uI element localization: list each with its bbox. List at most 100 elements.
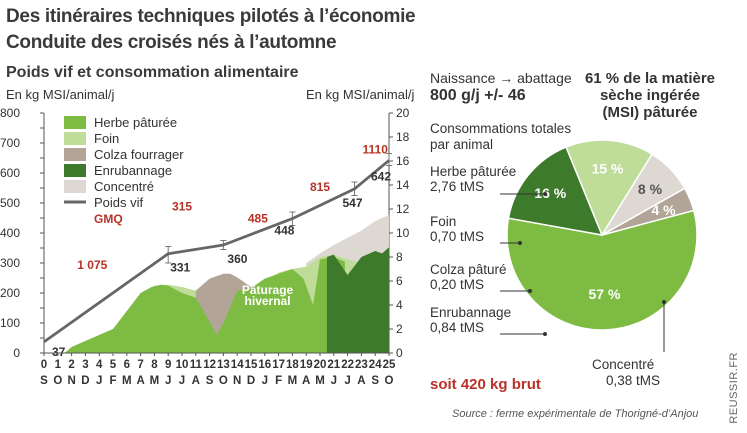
cons-colza-total: 0,20 tMS bbox=[430, 277, 485, 292]
left-axis-tick-label: 0 bbox=[13, 346, 20, 360]
x-axis-month-label: J bbox=[331, 375, 337, 387]
x-axis-number-label: 4 bbox=[96, 359, 103, 371]
x-axis-month-label: J bbox=[344, 375, 350, 387]
pie-head-line1: 61 % de la matière bbox=[584, 70, 716, 87]
x-axis-number-label: 13 bbox=[217, 359, 230, 371]
pie-head-line2: sèche ingérée bbox=[599, 87, 701, 104]
legend-swatch bbox=[64, 180, 86, 193]
area-herbe-p-tur-e bbox=[64, 257, 345, 353]
pie-leader-dot bbox=[518, 241, 522, 245]
cons-concentre-total: 0,38 tMS bbox=[606, 373, 661, 388]
right-axis-tick-label: 10 bbox=[396, 226, 410, 240]
x-axis-number-label: 16 bbox=[258, 359, 271, 371]
right-axis-tick-label: 2 bbox=[396, 322, 403, 336]
x-axis-number-label: 7 bbox=[137, 359, 143, 371]
gmq-label: 815 bbox=[310, 180, 330, 194]
pie-leader-dot bbox=[543, 192, 547, 196]
x-axis-number-label: 6 bbox=[124, 359, 130, 371]
cons-concentre-name: Concentré bbox=[592, 357, 655, 372]
pie-slice-label: 8 % bbox=[638, 181, 663, 197]
x-axis-month-label: D bbox=[81, 375, 89, 387]
x-axis-number-label: 9 bbox=[165, 359, 171, 371]
left-axis-tick-label: 600 bbox=[0, 166, 20, 180]
legend-label-gmq: GMQ bbox=[94, 212, 123, 226]
pie-slice-colza-p-tur- bbox=[601, 187, 695, 236]
right-axis-tick-label: 20 bbox=[396, 106, 410, 120]
pie-chart: 57 % 16 % 15 % 8 % 4 % bbox=[500, 139, 698, 352]
legend-swatch bbox=[64, 148, 86, 161]
legend-swatch bbox=[64, 116, 86, 129]
info-totals-line1: Consommations totales bbox=[430, 121, 572, 136]
x-axis-number-label: 22 bbox=[341, 359, 354, 371]
right-axis-tick-label: 8 bbox=[396, 250, 403, 264]
left-axis-tick-label: 500 bbox=[0, 196, 20, 210]
pie-slice-label: 4 % bbox=[652, 202, 677, 218]
left-axis-tick-label: 700 bbox=[0, 136, 20, 150]
page-title-line2: Conduite des croisés nés à l’automne bbox=[6, 32, 337, 53]
x-axis-number-label: 8 bbox=[151, 359, 158, 371]
x-axis-number-label: 12 bbox=[203, 359, 216, 371]
right-axis-tick-label: 0 bbox=[396, 346, 403, 360]
x-axis-month-label: A bbox=[136, 375, 144, 387]
x-axis-number-label: 17 bbox=[272, 359, 285, 371]
x-axis-number-label: 23 bbox=[355, 359, 368, 371]
x-axis-month-label: O bbox=[219, 375, 228, 387]
gmq-label: 485 bbox=[248, 212, 268, 226]
legend-label: Concentré bbox=[94, 179, 154, 194]
right-axis-unit: En kg MSI/animal/j bbox=[306, 87, 415, 102]
left-axis-tick-label: 100 bbox=[0, 316, 20, 330]
poids-vif-point-label: 642 bbox=[371, 169, 391, 183]
poids-vif-line bbox=[43, 159, 390, 344]
right-axis-tick-label: 14 bbox=[396, 178, 410, 192]
legend-label: Enrubannage bbox=[94, 163, 172, 178]
x-axis-month-label: S bbox=[371, 375, 379, 387]
x-axis-month-label: M bbox=[315, 375, 325, 387]
x-axis-number-label: 0 bbox=[41, 359, 47, 371]
poids-vif-point-label: 37 bbox=[52, 345, 66, 359]
x-axis-month-label: J bbox=[262, 375, 268, 387]
right-axis-tick-label: 12 bbox=[396, 202, 410, 216]
info-birth-slaughter: Naissance → abattage bbox=[430, 70, 572, 86]
winter-grazing-label: Pâturage bbox=[242, 283, 294, 297]
x-axis-month-label: J bbox=[165, 375, 171, 387]
x-axis-number-label: 25 bbox=[383, 359, 396, 371]
x-axis-month-label: A bbox=[192, 375, 200, 387]
gmq-label: 1 075 bbox=[77, 258, 107, 272]
left-axis-tick-label: 800 bbox=[0, 106, 20, 120]
x-axis-number-label: 1 bbox=[55, 359, 62, 371]
gmq-label: 315 bbox=[172, 200, 192, 214]
x-axis-month-label: J bbox=[179, 375, 185, 387]
source-note: Source : ferme expérimentale de Thorigné… bbox=[452, 408, 699, 420]
x-axis-month-label: F bbox=[109, 375, 116, 387]
poids-vif-point-label: 331 bbox=[170, 261, 190, 275]
pie-leader-dot bbox=[528, 289, 532, 293]
right-axis-tick-label: 16 bbox=[396, 154, 410, 168]
gmq-label: 1110 bbox=[363, 143, 389, 157]
x-axis-month-label: O bbox=[53, 375, 62, 387]
x-axis-number-label: 5 bbox=[110, 359, 117, 371]
x-axis-month-label: S bbox=[206, 375, 214, 387]
legend-label: Colza fourrager bbox=[94, 147, 184, 162]
x-axis-month-label: J bbox=[96, 375, 102, 387]
info-totals-line2: par animal bbox=[430, 137, 494, 152]
left-chart: 0100200300400500600700800024681012141618… bbox=[0, 106, 410, 387]
brut-total: soit 420 kg brut bbox=[430, 376, 541, 393]
x-axis-number-label: 3 bbox=[82, 359, 88, 371]
legend-label: Herbe pâturée bbox=[94, 115, 177, 130]
pie-leader-dot bbox=[662, 300, 666, 304]
pie-slice-foin bbox=[565, 139, 654, 237]
page-title-line1: Des itinéraires techniques pilotés à l’é… bbox=[6, 6, 416, 27]
x-axis-number-label: 14 bbox=[231, 359, 244, 371]
pie-slice-label: 15 % bbox=[592, 161, 624, 177]
x-axis-number-label: 21 bbox=[327, 359, 340, 371]
x-axis-month-label: O bbox=[385, 375, 394, 387]
chart-subtitle: Poids vif et consommation alimentaire bbox=[6, 64, 299, 81]
x-axis-number-label: 15 bbox=[245, 359, 258, 371]
brand-watermark: REUSSIR.FR bbox=[728, 352, 740, 424]
poids-vif-point-label: 360 bbox=[227, 252, 247, 266]
right-axis-tick-label: 4 bbox=[396, 298, 403, 312]
left-axis-tick-label: 200 bbox=[0, 286, 20, 300]
right-axis-tick-label: 18 bbox=[396, 130, 410, 144]
x-axis-month-label: N bbox=[67, 375, 75, 387]
